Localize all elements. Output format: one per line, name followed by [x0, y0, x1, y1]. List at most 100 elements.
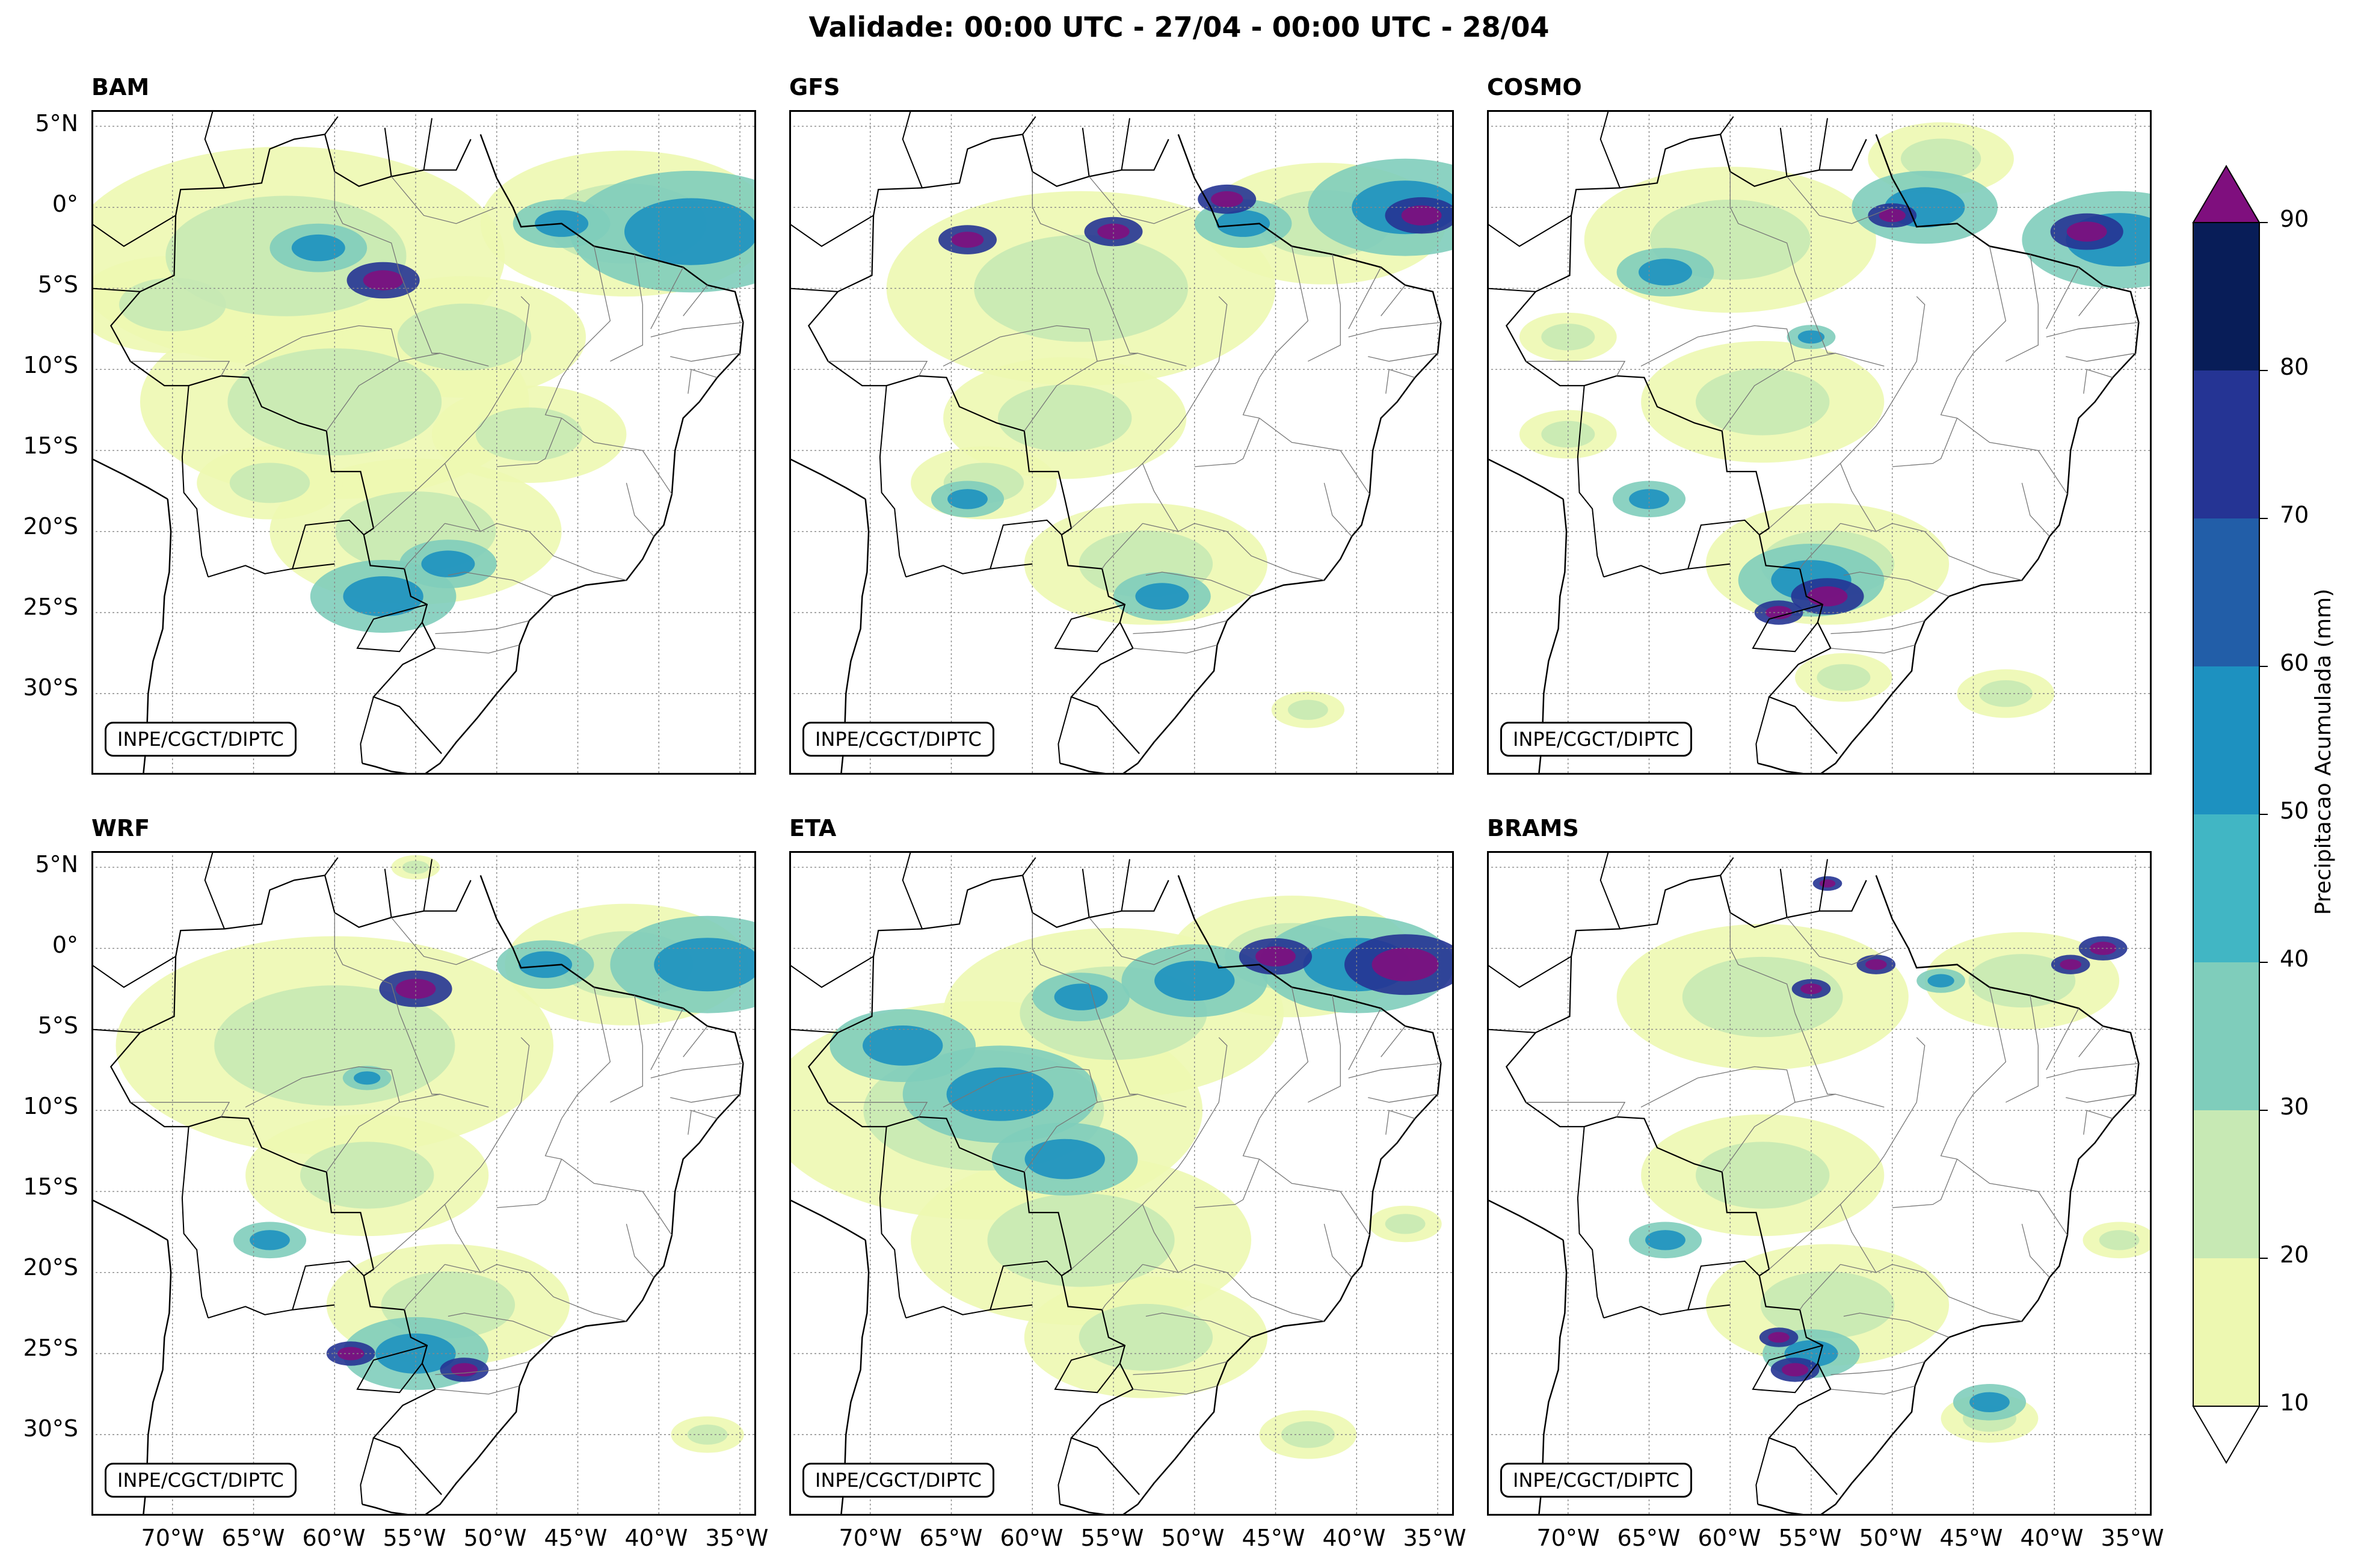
country-border [1487, 215, 1572, 247]
precip-field [91, 146, 756, 633]
state-border [650, 1008, 684, 1071]
panel-title: BAM [91, 74, 150, 100]
state-border [1381, 284, 1406, 316]
map-canvas [91, 851, 756, 1516]
country-border [384, 128, 392, 177]
state-border [943, 1077, 1000, 1108]
coastline-peru [91, 458, 168, 500]
state-border [626, 482, 654, 537]
country-border [990, 519, 1062, 569]
state-border [1101, 523, 1143, 570]
state-border [1698, 325, 1796, 361]
country-border [1720, 857, 1734, 876]
lat-tick-label: 15°S [23, 1173, 78, 1200]
state-border [2006, 254, 2039, 362]
country-border [1057, 1437, 1072, 1505]
lat-tick-label: 25°S [23, 1335, 78, 1361]
state-border [1843, 1312, 1950, 1338]
state-border [1259, 246, 1309, 378]
lat-tick-label: 5°N [35, 110, 78, 137]
state-border [1032, 171, 1098, 272]
panel-title: COSMO [1487, 74, 1582, 100]
state-border [480, 1264, 627, 1322]
country-border [789, 287, 838, 292]
country-border [356, 1345, 428, 1394]
precip-area-light-core [1079, 1303, 1213, 1371]
state-border [334, 171, 400, 272]
precip-area-moderate-core [863, 1025, 943, 1066]
colorbar-segment [2193, 666, 2259, 814]
state-border [1787, 917, 1893, 965]
state-border [1729, 912, 1796, 1013]
state-border [1071, 1204, 1143, 1270]
country-border [1121, 859, 1130, 911]
state-border [1133, 620, 1227, 635]
lat-tick-label: 5°N [35, 851, 78, 878]
state-border [2066, 352, 2136, 362]
precip-area-moderate-core [291, 234, 345, 262]
state-border [1194, 417, 1260, 467]
state-border [1089, 917, 1195, 965]
lon-tick-label: 65°W [1617, 1525, 1681, 1551]
lon-tick-label: 45°W [544, 1525, 608, 1551]
state-border [391, 917, 497, 965]
state-border [480, 523, 627, 581]
country-border [879, 1127, 907, 1318]
lon-tick-label: 70°W [141, 1525, 205, 1551]
precip-area-heavy-core [395, 979, 436, 999]
precip-area-light-core [1288, 699, 1328, 720]
lon-tick-label: 45°W [1242, 1525, 1305, 1551]
state-border [1839, 1155, 1885, 1273]
state-border [1830, 1385, 1915, 1395]
state-border [1133, 644, 1217, 654]
country-border [1755, 1437, 1770, 1505]
state-border [435, 644, 520, 654]
lat-tick-label: 20°S [23, 1254, 78, 1281]
map-canvas [1487, 851, 2152, 1516]
precip-area-light-core [1696, 1142, 1830, 1209]
precip-area-moderate-core [354, 1071, 381, 1085]
state-border [1348, 322, 1441, 337]
lat-tick-label: 30°S [23, 1415, 78, 1442]
state-border [688, 1110, 718, 1135]
lat-tick-label: 5°S [37, 1012, 78, 1039]
state-border [1186, 1037, 1228, 1157]
country-border [324, 857, 339, 876]
state-border [650, 1063, 743, 1078]
country-border [1599, 851, 1621, 929]
state-border [1194, 1158, 1260, 1208]
state-border [444, 414, 489, 532]
country-border [1054, 1345, 1125, 1394]
country-border [384, 869, 392, 918]
state-border [1308, 995, 1341, 1103]
state-border [1525, 1102, 1626, 1118]
state-border [1843, 571, 1950, 597]
state-border [334, 912, 400, 1013]
lon-tick-label: 55°W [1080, 1525, 1144, 1551]
credit-label: INPE/CGCT/DIPTC [802, 1463, 994, 1498]
state-border [1145, 571, 1252, 597]
state-border [1133, 1361, 1227, 1376]
precip-area-light-core [998, 384, 1132, 452]
colorbar-tick-label: 40 [2280, 945, 2309, 972]
state-border [2046, 1063, 2139, 1078]
country-border [360, 696, 374, 764]
country-border [208, 563, 335, 578]
map-panel-bam: BAM INPE/CGCT/DIPTC [91, 74, 756, 775]
graticule [789, 110, 1454, 775]
country-border [789, 956, 874, 988]
country-border [423, 118, 433, 170]
country-border [1755, 696, 1770, 764]
state-border [544, 1118, 562, 1160]
coastline-peru [789, 1199, 866, 1241]
lon-tick-label: 50°W [1859, 1525, 1922, 1551]
state-border [561, 246, 611, 378]
state-border [2083, 1110, 2113, 1135]
state-border [1769, 463, 1841, 529]
country-border [1818, 118, 1828, 170]
precip-area-light-core [1696, 368, 1830, 435]
lat-tick-label: 15°S [23, 432, 78, 459]
country-border [356, 604, 428, 653]
state-border [1876, 1264, 2022, 1322]
